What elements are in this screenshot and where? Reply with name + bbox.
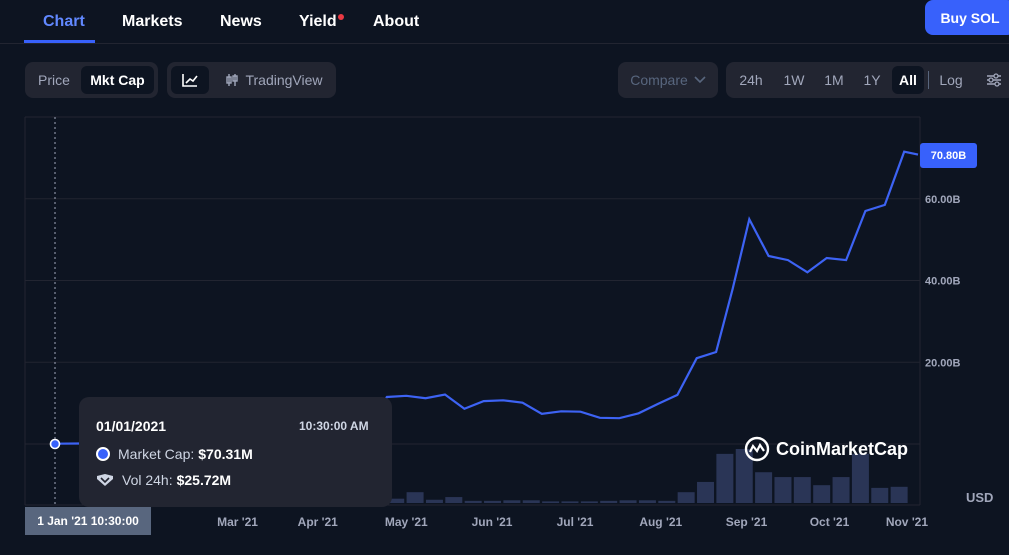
volume-label: Vol 24h:	[122, 472, 173, 488]
volume-bar	[658, 500, 676, 503]
tooltip-market-cap-row: Market Cap: $70.31M	[96, 446, 253, 462]
mode-toggle: Price Mkt Cap	[25, 62, 158, 98]
range-all-button[interactable]: All	[892, 66, 924, 94]
volume-bar	[638, 500, 656, 503]
x-tick-label: May '21	[385, 515, 428, 529]
active-tab-indicator	[24, 40, 95, 43]
x-tick-label: Jul '21	[557, 515, 594, 529]
volume-bar	[580, 501, 598, 503]
tooltip-volume-row: Vol 24h: $25.72M	[96, 472, 231, 488]
market-cap-legend-icon	[96, 447, 110, 461]
log-scale-button[interactable]: Log	[939, 72, 963, 88]
x-tick-label: Aug '21	[639, 515, 682, 529]
coinmarketcap-logo-icon	[744, 436, 770, 462]
market-cap-value: $70.31M	[198, 446, 253, 462]
tab-news[interactable]: News	[220, 13, 262, 30]
tab-about[interactable]: About	[373, 13, 420, 30]
volume-bar	[619, 500, 637, 503]
x-tick-label: Apr '21	[298, 515, 339, 529]
volume-legend-icon	[97, 474, 113, 486]
coinmarketcap-watermark: CoinMarketCap	[744, 436, 908, 462]
volume-bar	[677, 492, 695, 503]
volume-bar	[890, 486, 908, 503]
x-tick-label: Sep '21	[726, 515, 768, 529]
volume-bar	[813, 485, 831, 503]
candlestick-icon	[226, 74, 239, 86]
volume-bar	[445, 497, 463, 503]
volume-bar	[716, 453, 734, 503]
volume-bar	[484, 500, 502, 503]
volume-bar	[755, 472, 773, 503]
volume-bar	[793, 477, 811, 503]
x-tick-label: Mar '21	[217, 515, 258, 529]
tradingview-button[interactable]: TradingView	[217, 66, 331, 94]
compare-dropdown[interactable]: Compare	[618, 62, 718, 98]
x-tick-label: Nov '21	[886, 515, 929, 529]
y-tick-label: 60.00B	[925, 194, 961, 206]
volume-bar	[522, 500, 540, 503]
volume-value: $25.72M	[176, 472, 232, 488]
volume-bar	[851, 453, 869, 503]
mktcap-mode-button[interactable]: Mkt Cap	[81, 66, 154, 94]
buy-sol-button[interactable]: Buy SOL	[925, 0, 1009, 35]
market-cap-series-line	[54, 150, 919, 445]
line-chart-icon	[182, 74, 198, 87]
tab-yield[interactable]: Yield	[299, 13, 337, 30]
volume-bar	[832, 477, 850, 503]
tooltip-time: 10:30:00 AM	[299, 419, 369, 433]
volume-bar	[503, 500, 521, 503]
range-toggle: 24h 1W 1M 1Y All Log	[726, 62, 1009, 98]
range-divider	[928, 71, 929, 89]
volume-bar	[425, 499, 443, 503]
sliders-icon	[987, 73, 1001, 87]
settings-button[interactable]	[978, 66, 1009, 94]
chevron-down-icon	[694, 76, 706, 84]
watermark-text: CoinMarketCap	[776, 438, 909, 459]
volume-bar	[561, 501, 579, 503]
range-24h-button[interactable]: 24h	[739, 72, 763, 88]
current-value-label: 70.80B	[920, 143, 977, 168]
volume-bar	[735, 449, 753, 503]
currency-label: USD	[966, 490, 994, 505]
range-1y-button[interactable]: 1Y	[863, 72, 881, 88]
volume-bar	[600, 500, 618, 503]
compare-label: Compare	[630, 72, 688, 88]
market-cap-label: Market Cap:	[118, 446, 195, 462]
tab-markets[interactable]: Markets	[122, 13, 183, 30]
crosshair-date-label: 1 Jan '21 10:30:00	[25, 507, 151, 535]
volume-bar	[406, 492, 424, 503]
range-1w-button[interactable]: 1W	[783, 72, 805, 88]
tab-chart[interactable]: Chart	[43, 13, 85, 30]
hover-tooltip: 01/01/2021 10:30:00 AM Market Cap: $70.3…	[79, 397, 392, 507]
y-tick-label: 20.00B	[925, 357, 961, 369]
x-tick-label: Jun '21	[472, 515, 513, 529]
x-tick-label: Oct '21	[810, 515, 850, 529]
volume-bar	[871, 487, 889, 503]
volume-bar	[464, 500, 482, 503]
tradingview-label: TradingView	[245, 72, 323, 88]
chart-type-toggle: TradingView	[167, 62, 336, 98]
notification-dot	[338, 14, 344, 20]
nav-divider	[0, 43, 1009, 44]
volume-bar	[542, 501, 560, 503]
line-chart-button[interactable]	[171, 66, 209, 94]
top-navigation: Chart Markets News Yield About Buy SOL	[0, 0, 1009, 44]
volume-bar	[387, 498, 405, 503]
range-1m-button[interactable]: 1M	[824, 72, 844, 88]
price-mode-button[interactable]: Price	[38, 72, 70, 88]
y-tick-label: 40.00B	[925, 276, 961, 288]
hover-point	[49, 438, 61, 450]
volume-bar	[774, 477, 792, 503]
volume-bar	[697, 481, 715, 503]
tooltip-date: 01/01/2021	[96, 418, 167, 434]
